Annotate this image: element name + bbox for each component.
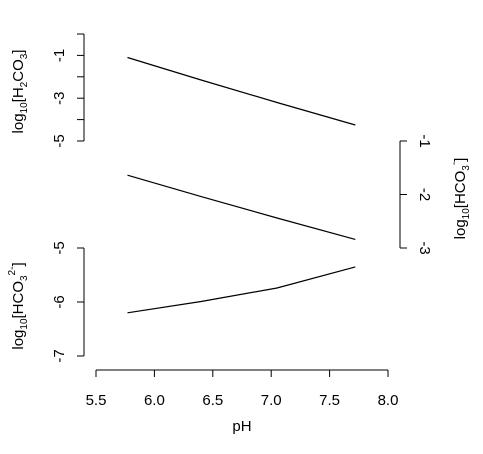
h2co3-y-axis-label: log10[H2CO3]	[10, 50, 30, 134]
co3-y-tick-label: -5	[51, 241, 68, 254]
h2co3-y-tick-label: -3	[51, 92, 68, 105]
x-tick-label: 6.5	[202, 392, 223, 409]
x-tick-label: 5.5	[86, 392, 107, 409]
x-axis-label: pH	[232, 418, 251, 435]
x-tick-label: 8.0	[378, 392, 399, 409]
co3-y-tick-label: -6	[51, 295, 68, 308]
hco3-y-tick-label: -2	[416, 188, 433, 201]
hco3-series-line	[127, 174, 356, 240]
h2co3-series-line	[127, 56, 356, 126]
x-tick-label: 7.5	[319, 392, 340, 409]
hco3-y-axis-label: log10[HCO3-]	[449, 158, 472, 240]
x-tick-label: 6.0	[144, 392, 165, 409]
x-tick-label: 7.0	[261, 392, 282, 409]
co3-y-tick-label: -7	[51, 349, 68, 362]
hco3-y-tick-label: -3	[416, 241, 433, 254]
co3-y-axis-label: log10[HCO32-]	[7, 262, 30, 349]
h2co3-y-tick-label: -5	[51, 134, 68, 147]
h2co3-y-tick-label: -1	[51, 49, 68, 62]
co3-series-line	[127, 266, 356, 314]
hco3-y-tick-label: -1	[416, 134, 433, 147]
